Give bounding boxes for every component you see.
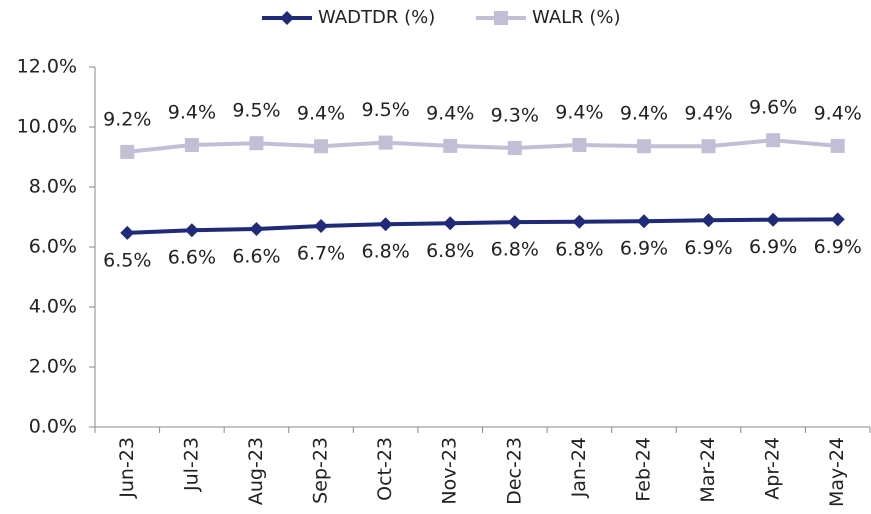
y-tick-label: 12.0% <box>17 56 77 78</box>
data-label: 9.4% <box>814 102 862 124</box>
data-label: 6.9% <box>814 236 862 258</box>
marker <box>378 135 393 150</box>
marker <box>636 139 651 154</box>
series-line <box>127 138 838 154</box>
data-label: 6.9% <box>620 238 668 260</box>
marker <box>830 138 845 153</box>
x-tick-label: May-24 <box>826 437 848 507</box>
x-tick-label: Oct-23 <box>374 437 396 501</box>
data-label: 6.7% <box>297 243 345 265</box>
marker <box>701 213 716 228</box>
data-label: 9.4% <box>426 102 474 124</box>
marker <box>701 139 716 154</box>
y-tick-label: 6.0% <box>29 236 77 258</box>
data-label: 9.4% <box>555 102 603 124</box>
marker <box>766 133 781 148</box>
x-tick-label: Sep-23 <box>310 437 332 504</box>
legend-label: WALR (%) <box>532 7 621 28</box>
x-tick-label: Mar-24 <box>697 437 719 503</box>
y-tick-label: 2.0% <box>29 356 77 378</box>
marker <box>443 216 458 231</box>
x-tick-label: Apr-24 <box>762 437 784 500</box>
marker <box>572 214 587 229</box>
data-label: 9.3% <box>491 105 539 127</box>
x-tick-label: Jul-23 <box>180 437 202 492</box>
marker <box>314 219 329 233</box>
y-tick-label: 0.0% <box>29 416 77 438</box>
y-tick-label: 4.0% <box>29 296 77 318</box>
marker <box>507 141 522 155</box>
marker <box>636 214 651 229</box>
marker <box>184 223 199 238</box>
data-label: 6.8% <box>491 239 539 261</box>
marker <box>184 138 199 152</box>
marker <box>766 212 781 227</box>
marker <box>572 138 587 152</box>
data-label: 9.4% <box>620 103 668 125</box>
y-tick-label: 10.0% <box>17 116 77 138</box>
data-label: 6.9% <box>684 237 732 259</box>
data-label: 9.4% <box>684 103 732 125</box>
marker <box>249 136 264 151</box>
legend-marker <box>280 11 294 25</box>
data-label: 9.5% <box>232 100 280 122</box>
x-tick-label: Jan-24 <box>568 437 590 498</box>
marker <box>120 144 135 159</box>
marker <box>443 138 458 153</box>
data-label: 6.8% <box>426 240 474 262</box>
series-line <box>127 217 838 235</box>
legend: WADTDR (%) WALR (%) <box>262 7 621 28</box>
marker <box>378 217 393 232</box>
data-label: 6.8% <box>361 241 409 263</box>
legend-marker <box>494 11 508 25</box>
data-label: 6.9% <box>749 236 797 258</box>
marker <box>120 225 135 240</box>
marker <box>249 222 264 236</box>
x-tick-label: Nov-23 <box>439 437 461 505</box>
data-label: 9.5% <box>361 99 409 121</box>
data-label: 6.8% <box>555 238 603 260</box>
marker <box>507 215 522 230</box>
data-label: 9.4% <box>297 103 345 125</box>
data-label: 9.6% <box>749 97 797 119</box>
y-tick-label: 8.0% <box>29 176 77 198</box>
data-label: 6.6% <box>232 246 280 268</box>
x-tick-label: Aug-23 <box>245 437 267 505</box>
marker <box>314 139 329 154</box>
data-label: 6.6% <box>168 247 216 269</box>
data-label: 9.4% <box>168 102 216 124</box>
legend-label: WADTDR (%) <box>318 7 435 28</box>
data-label: 9.2% <box>103 108 151 130</box>
marker <box>830 212 845 227</box>
x-tick-label: Dec-23 <box>503 437 525 505</box>
x-tick-label: Jun-23 <box>116 437 138 499</box>
x-tick-label: Feb-24 <box>632 437 654 502</box>
data-label: 6.5% <box>103 249 151 271</box>
